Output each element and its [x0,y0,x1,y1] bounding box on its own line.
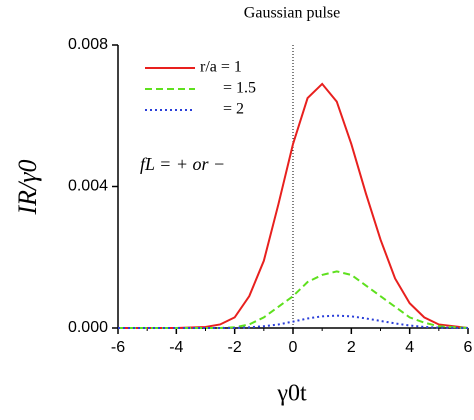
x-tick-label: 2 [347,339,356,356]
x-tick-label: 4 [405,339,414,356]
y-tick-label: 0.004 [68,178,108,195]
legend-label: = 1.5 [223,80,256,97]
legend-label: = 2 [223,101,244,118]
chart-title: Gaussian pulse [244,5,340,22]
y-axis-label: IR/γ0 [13,159,42,215]
legend-label: r/a = 1 [200,59,242,76]
series-line [118,314,469,329]
x-tick-label: 0 [289,339,298,356]
x-axis-label: γ0t [276,381,307,407]
y-tick-label: 0.000 [68,319,108,336]
series-line [118,82,469,329]
x-tick-label: -2 [228,339,242,356]
series-line [118,270,469,329]
annotation: fL = + or − [140,154,225,174]
x-tick-label: -4 [169,339,183,356]
y-tick-label: 0.008 [68,36,108,53]
x-tick-label: 6 [464,339,473,356]
x-tick-label: -6 [111,339,125,356]
